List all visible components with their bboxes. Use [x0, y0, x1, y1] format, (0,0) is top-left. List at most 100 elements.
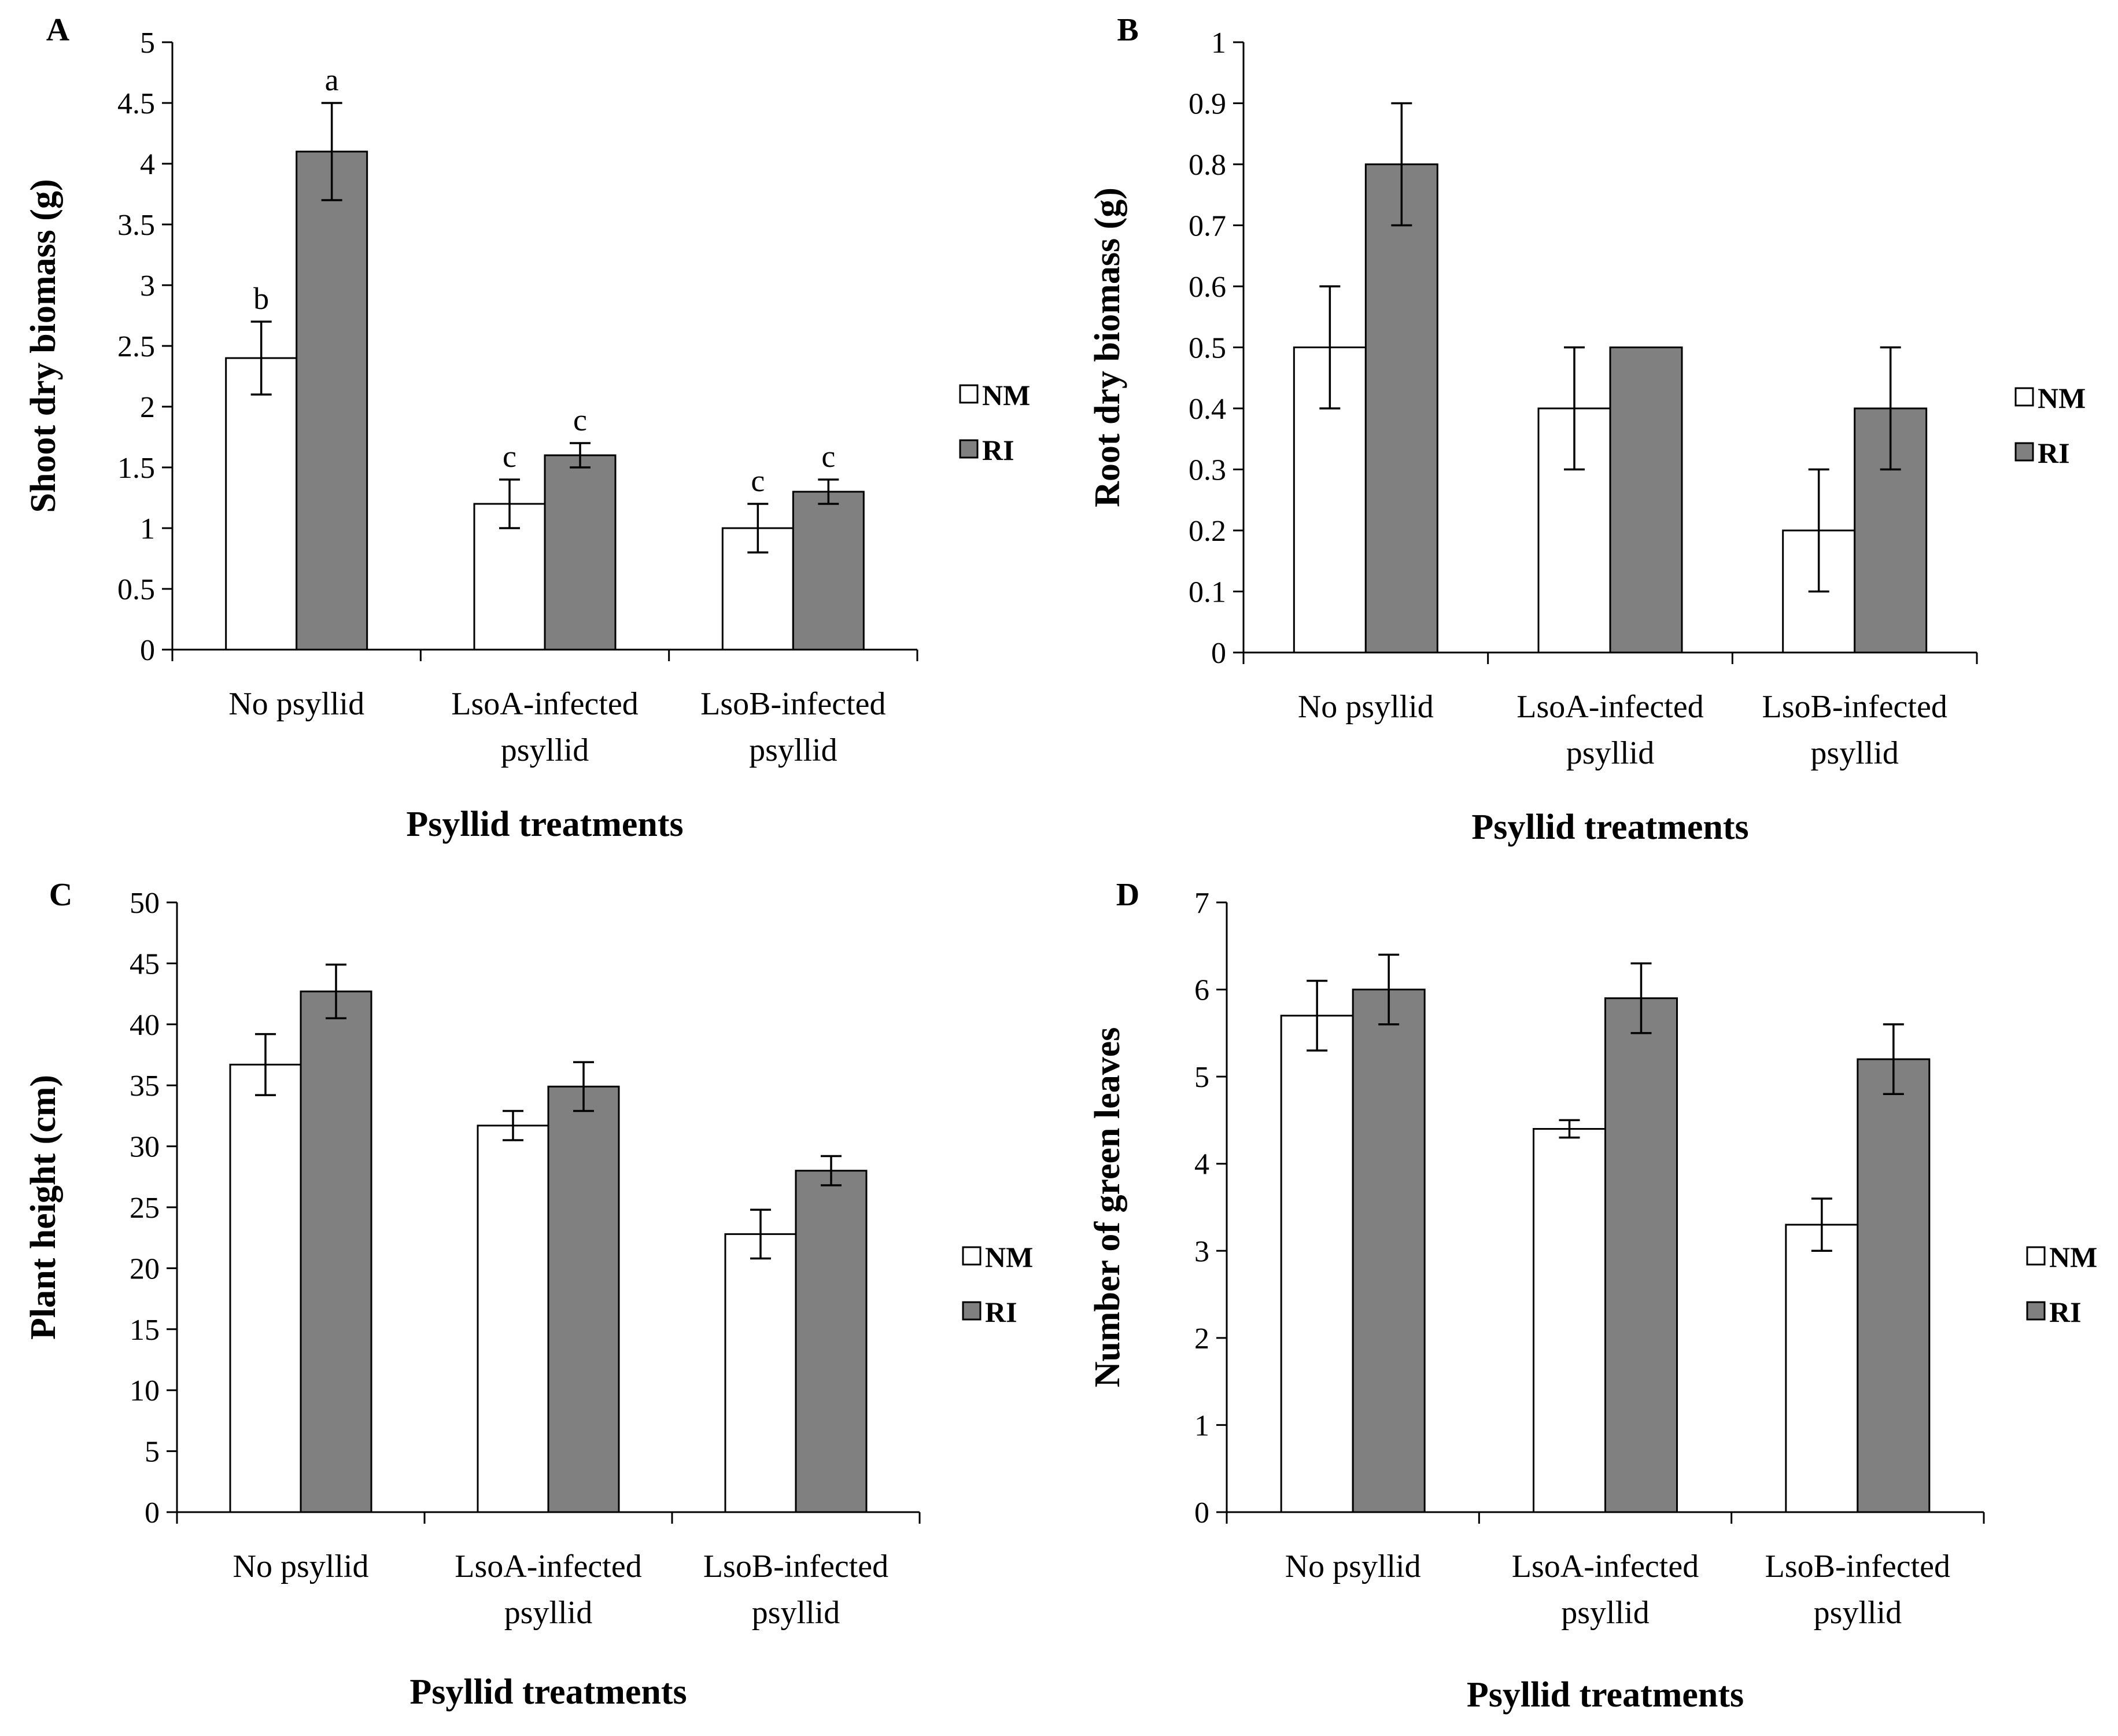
bar-nm	[477, 1125, 549, 1513]
bar-ri	[1609, 347, 1683, 654]
bar-ri	[1604, 997, 1678, 1513]
y-tick-label: 40	[130, 1009, 160, 1042]
y-tick-label: 3	[1194, 1235, 1209, 1268]
x-category-label: LsoA-infected	[451, 686, 638, 722]
y-tick-label: 4.5	[117, 87, 155, 120]
legend-label-ri: RI	[985, 1296, 1017, 1328]
y-tick-label: 1	[140, 513, 155, 546]
bar-ri	[1352, 989, 1426, 1513]
y-tick-label: 0	[140, 634, 155, 667]
legend-label-ri: RI	[982, 434, 1014, 466]
x-category-label: No psyllid	[233, 1549, 369, 1584]
legend-swatch-ri	[2026, 1301, 2046, 1321]
bar-nm	[1533, 1127, 1606, 1513]
y-tick-label: 2	[1194, 1322, 1209, 1355]
y-tick-label: 50	[130, 887, 160, 920]
x-category-label: psyllid	[1814, 1595, 1902, 1631]
x-axis-title: Psyllid treatments	[1471, 808, 1748, 847]
legend-label-ri: RI	[2049, 1296, 2082, 1328]
y-tick-label: 5	[145, 1436, 160, 1469]
x-category-label: LsoA-infected	[1516, 689, 1703, 725]
legend-label-nm: NM	[985, 1241, 1033, 1273]
bar-ri	[795, 1170, 868, 1513]
significance-letter: a	[325, 62, 339, 97]
bar-ri	[547, 1085, 620, 1513]
x-axis-title: Psyllid treatments	[409, 1672, 687, 1712]
significance-letter: b	[253, 281, 269, 316]
chart-panel-C: 0 5 10 15 20 25 30 35 40 45 50 No psyllid LsoA-infec…	[24, 877, 1033, 1712]
x-category-label: psyllid	[1566, 735, 1654, 771]
legend-swatch-nm	[2014, 387, 2034, 407]
y-tick-label: 0	[1211, 637, 1226, 670]
bar-ri	[296, 150, 368, 651]
x-category-label: psyllid	[1561, 1595, 1649, 1631]
legend-swatch-ri	[962, 1301, 981, 1321]
bar-ri	[1364, 163, 1438, 654]
y-tick-label: 20	[130, 1252, 160, 1285]
chart-panel-D: 0 1 2 3 4 5 6 7 No psyllid LsoA-infected psyllid Ls…	[1088, 877, 2097, 1715]
x-category-label: LsoB-infected	[1762, 689, 1947, 725]
panel-label: B	[1117, 12, 1138, 48]
x-category-label: No psyllid	[1285, 1549, 1421, 1584]
y-tick-label: 5	[1194, 1061, 1209, 1094]
x-category-label: psyllid	[501, 732, 589, 768]
y-tick-label: 0.6	[1189, 271, 1226, 304]
x-category-label: LsoB-infected	[703, 1549, 888, 1584]
legend-label-ri: RI	[2038, 437, 2070, 469]
y-axis-title: Number of green leaves	[1088, 1027, 1127, 1388]
x-category-label: No psyllid	[1298, 689, 1434, 725]
chart-panel-A: 0 0.5 1 1.5 2 2.5 3 3.5 4 4.5 5 b a No psyllid c c LsoA-…	[24, 12, 1030, 844]
y-tick-label: 0.4	[1189, 393, 1226, 426]
y-tick-label: 10	[130, 1374, 160, 1407]
x-category-label: psyllid	[504, 1595, 592, 1631]
y-tick-label: 1	[1211, 27, 1226, 60]
x-category-label: LsoA-infected	[455, 1549, 641, 1584]
legend-swatch-nm	[962, 1246, 981, 1266]
y-axis-title: Plant height (cm)	[24, 1075, 63, 1340]
legend-label-nm: NM	[2038, 382, 2086, 414]
significance-letter: c	[751, 463, 765, 498]
y-tick-label: 0.2	[1189, 515, 1226, 548]
y-axis-title: Root dry biomass (g)	[1088, 187, 1127, 507]
x-axis-title: Psyllid treatments	[406, 805, 683, 844]
x-axis-title: Psyllid treatments	[1467, 1675, 1744, 1715]
significance-letter: c	[821, 439, 835, 474]
bar-nm	[1280, 1015, 1354, 1513]
x-category-label: No psyllid	[228, 686, 364, 722]
y-tick-label: 6	[1194, 974, 1209, 1007]
y-tick-label: 4	[140, 148, 155, 181]
legend-swatch-ri	[959, 439, 979, 459]
y-tick-label: 1.5	[117, 452, 155, 485]
panel-label: D	[1116, 877, 1139, 913]
bar-nm	[1785, 1223, 1859, 1513]
y-tick-label: 1	[1194, 1409, 1209, 1442]
y-tick-label: 0.5	[117, 573, 155, 606]
y-axis-title: Shoot dry biomass (g)	[24, 179, 63, 513]
y-tick-label: 0.7	[1189, 210, 1226, 243]
bar-nm	[225, 357, 298, 651]
y-tick-label: 45	[130, 948, 160, 981]
legend-swatch-ri	[2014, 442, 2034, 462]
bar-ri	[300, 990, 372, 1513]
legend-label-nm: NM	[2049, 1241, 2097, 1273]
bar-ri	[792, 491, 865, 651]
x-category-label: psyllid	[749, 732, 837, 768]
y-tick-label: 3	[140, 270, 155, 303]
x-category-label: LsoB-infected	[700, 686, 885, 722]
y-tick-label: 0	[1194, 1497, 1209, 1529]
panel-label: C	[49, 877, 72, 913]
legend-swatch-nm	[2026, 1246, 2046, 1266]
y-tick-label: 2	[140, 391, 155, 424]
y-tick-label: 3.5	[117, 209, 155, 242]
bar-nm	[724, 1233, 797, 1513]
y-tick-label: 5	[140, 27, 155, 60]
legend-swatch-nm	[959, 384, 979, 404]
y-tick-label: 4	[1194, 1148, 1209, 1181]
legend-label-nm: NM	[982, 379, 1030, 411]
panel-label: A	[46, 12, 70, 48]
bar-nm	[229, 1063, 302, 1513]
x-category-label: psyllid	[1810, 735, 1898, 771]
chart-panel-B: 0 0.1 0.2 0.3 0.4 0.5 0.6 0.7 0.8 0.9 1 No psyllid L…	[1088, 12, 2086, 847]
bar-ri	[1857, 1058, 1931, 1513]
